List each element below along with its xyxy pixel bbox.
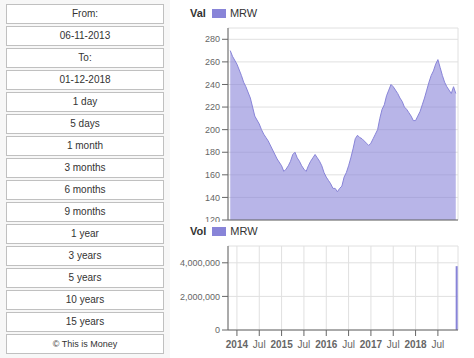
svg-text:220: 220 [205,102,220,112]
svg-text:140: 140 [205,193,220,203]
svg-text:Jul: Jul [432,339,445,350]
html-text:From:: From: [71,8,98,19]
html-text:9 months: 9 months [64,206,106,217]
svg-text:4,000,000: 4,000,000 [180,258,220,268]
svg-text:160: 160 [205,170,220,180]
html-text:10 years: 10 years [65,294,105,305]
svg-text:200: 200 [205,125,220,135]
svg-text:Jul: Jul [342,339,355,350]
svg-text:180: 180 [205,147,220,157]
svg-text:280: 280 [205,34,220,44]
html-text:1 year: 1 year [71,228,99,239]
html-text:1 day: 1 day [72,96,98,107]
html-text:01-12-2018: 01-12-2018 [59,74,111,85]
svg-text:Jul: Jul [253,339,266,350]
svg-text:2015: 2015 [270,339,293,350]
html-text:3 months: 3 months [64,162,106,173]
html-text:Vol: Vol [190,225,207,237]
svg-text:Jul: Jul [387,339,400,350]
svg-text:2017: 2017 [360,339,383,350]
svg-text:Jul: Jul [298,339,311,350]
html-text:Val: Val [190,7,206,19]
html-text:© This is Money: © This is Money [52,339,118,349]
svg-text:2014: 2014 [226,339,249,350]
html-text:5 days: 5 days [70,118,100,129]
html-text:6 months: 6 months [64,184,106,195]
svg-text:0: 0 [215,325,220,335]
svg-text:2016: 2016 [315,339,338,350]
html-text:06-11-2013: 06-11-2013 [59,30,111,41]
html-text:1 month: 1 month [66,140,104,151]
html-text:5 years: 5 years [68,272,102,283]
svg-text:120: 120 [205,215,220,222]
html-text:3 years: 3 years [68,250,102,261]
html-text:15 years: 15 years [65,316,105,327]
html-text:MRW: MRW [230,225,258,237]
svg-text:2,000,000: 2,000,000 [180,292,220,302]
svg-text:260: 260 [205,57,220,67]
svg-text:2018: 2018 [404,339,427,350]
svg-text:240: 240 [205,80,220,90]
html-text:MRW: MRW [229,7,258,19]
html-text:To:: To: [78,52,92,63]
